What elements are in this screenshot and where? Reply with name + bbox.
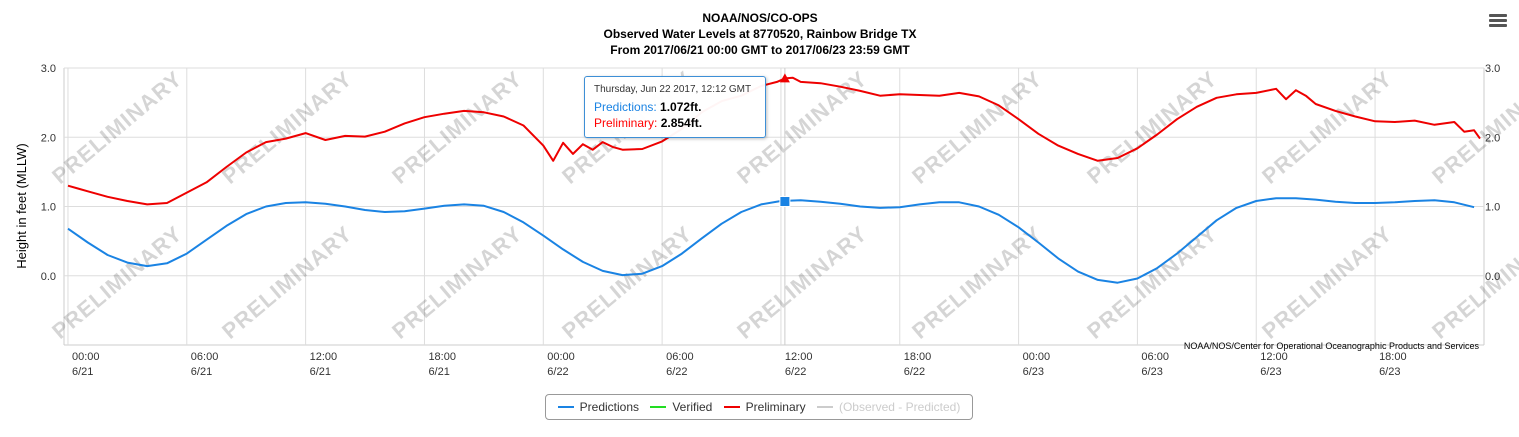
y-tick-label-right: 0.0 <box>1485 271 1500 283</box>
watermark-text: PRELIMINARY <box>1082 66 1222 189</box>
series-line-preliminary <box>67 76 1481 206</box>
chart-subtitle: Observed Water Levels at 8770520, Rainbo… <box>603 27 916 41</box>
credit-text: NOAA/NOS/Center for Operational Oceanogr… <box>1184 341 1480 351</box>
legend-item-verified[interactable]: Verified <box>650 400 712 414</box>
watermark-text: PRELIMINARY <box>1257 66 1397 189</box>
watermark-text: PRELIMINARY <box>387 66 527 189</box>
hamburger-menu-icon[interactable] <box>1489 14 1507 28</box>
legend-item-observed-minus-predicted[interactable]: (Observed - Predicted) <box>816 400 961 414</box>
x-tick-time-label: 00:00 <box>547 351 575 363</box>
x-tick-date-label: 6/21 <box>191 366 212 378</box>
chart-legend: Predictions Verified Preliminary (Observ… <box>545 394 973 420</box>
series-group <box>67 73 1481 284</box>
x-tick-date-label: 6/22 <box>666 366 687 378</box>
watermark-text: PRELIMINARY <box>1427 221 1519 344</box>
x-tick-date-label: 6/23 <box>1379 366 1400 378</box>
x-tick-date-label: 6/22 <box>547 366 568 378</box>
x-tick-date-label: 6/23 <box>1141 366 1162 378</box>
legend-label-preliminary: Preliminary <box>745 400 806 414</box>
y-tick-label-left: 0.0 <box>41 271 56 283</box>
chart-date-range: From 2017/06/21 00:00 GMT to 2017/06/23 … <box>610 43 910 57</box>
data-tooltip: Thursday, Jun 22 2017, 12:12 GMT Predict… <box>584 76 766 138</box>
x-tick-date-label: 6/22 <box>785 366 806 378</box>
watermark-text: PRELIMINARY <box>732 221 872 344</box>
watermark-text: PRELIMINARY <box>1257 221 1397 344</box>
x-tick-time-label: 12:00 <box>310 351 338 363</box>
tooltip-timestamp: Thursday, Jun 22 2017, 12:12 GMT <box>594 84 752 95</box>
x-tick-time-label: 12:00 <box>785 351 813 363</box>
x-tick-date-label: 6/21 <box>72 366 93 378</box>
watermark-text: PRELIMINARY <box>907 66 1047 189</box>
x-tick-time-label: 18:00 <box>904 351 932 363</box>
legend-item-predictions[interactable]: Predictions <box>557 400 640 414</box>
x-tick-time-label: 06:00 <box>191 351 219 363</box>
chart-title: NOAA/NOS/CO-OPS <box>702 11 817 25</box>
legend-label-observed-minus-predicted: (Observed - Predicted) <box>838 400 961 414</box>
x-tick-time-label: 00:00 <box>1023 351 1051 363</box>
series-line-predictions <box>67 197 1475 284</box>
x-tick-time-label: 12:00 <box>1260 351 1288 363</box>
watermark-text: PRELIMINARY <box>1427 66 1519 189</box>
x-tick-time-label: 18:00 <box>1379 351 1407 363</box>
x-tick-date-label: 6/22 <box>904 366 925 378</box>
legend-swatch-preliminary <box>723 406 740 408</box>
watermark-text: PRELIMINARY <box>907 221 1047 344</box>
legend-label-verified: Verified <box>672 400 713 414</box>
legend-swatch-verified <box>650 406 667 408</box>
x-tick-time-label: 00:00 <box>72 351 100 363</box>
watermark-text: PRELIMINARY <box>217 66 357 189</box>
tooltip-value-predictions: 1.072ft. <box>660 100 702 114</box>
legend-item-preliminary[interactable]: Preliminary <box>723 400 806 414</box>
y-tick-label-right: 3.0 <box>1485 63 1500 75</box>
highlight-marker-predictions <box>779 196 791 208</box>
legend-swatch-predictions <box>557 406 574 408</box>
x-tick-date-label: 6/23 <box>1023 366 1044 378</box>
tooltip-value-preliminary: 2.854ft. <box>660 116 703 130</box>
y-axis-title: Height in feet (MLLW) <box>14 143 29 268</box>
y-tick-label-right: 1.0 <box>1485 202 1500 214</box>
x-tick-date-label: 6/23 <box>1260 366 1281 378</box>
x-tick-date-label: 6/21 <box>428 366 449 378</box>
y-tick-label-left: 3.0 <box>41 63 56 75</box>
watermark-text: PRELIMINARY <box>217 221 357 344</box>
legend-swatch-observed-minus-predicted <box>816 406 833 408</box>
y-tick-label-right: 2.0 <box>1485 132 1500 144</box>
axis-ticks: 0.0 0.0 1.0 1.0 2.0 2.0 3.0 3.0 00:00 6/21 06:00 6/… <box>41 63 1501 378</box>
tooltip-label-preliminary: Preliminary: <box>594 116 658 130</box>
watermark-text: PRELIMINARY <box>557 221 697 344</box>
tooltip-row-preliminary: Preliminary: 2.854ft. <box>594 115 756 131</box>
x-tick-time-label: 06:00 <box>1141 351 1169 363</box>
watermark-text: PRELIMINARY <box>1082 221 1222 344</box>
x-tick-time-label: 06:00 <box>666 351 694 363</box>
tooltip-row-predictions: Predictions: 1.072ft. <box>594 99 756 115</box>
x-tick-date-label: 6/21 <box>310 366 331 378</box>
y-tick-label-left: 1.0 <box>41 202 56 214</box>
watermark-text: PRELIMINARY <box>387 221 527 344</box>
legend-label-predictions: Predictions <box>579 400 640 414</box>
tooltip-label-predictions: Predictions: <box>594 100 657 114</box>
y-tick-label-left: 2.0 <box>41 132 56 144</box>
highlight-marker-preliminary <box>779 73 790 83</box>
x-tick-time-label: 18:00 <box>428 351 456 363</box>
